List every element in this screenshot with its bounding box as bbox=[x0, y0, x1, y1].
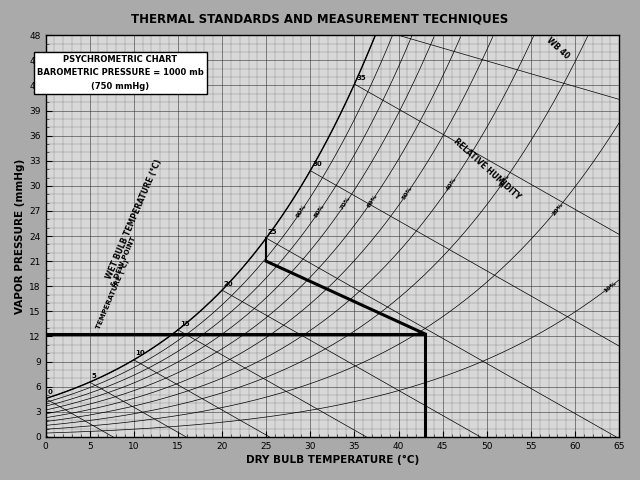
Text: WB 40: WB 40 bbox=[545, 36, 571, 60]
Text: 90%: 90% bbox=[296, 203, 308, 218]
Text: THERMAL STANDARDS AND MEASUREMENT TECHNIQUES: THERMAL STANDARDS AND MEASUREMENT TECHNI… bbox=[131, 12, 509, 25]
Text: 25: 25 bbox=[268, 229, 278, 235]
Text: 20%: 20% bbox=[551, 202, 564, 216]
Text: 15: 15 bbox=[180, 321, 189, 326]
Text: 50%: 50% bbox=[401, 185, 413, 201]
Text: 20: 20 bbox=[224, 281, 234, 287]
Text: 60%: 60% bbox=[366, 193, 378, 208]
Text: 70%: 70% bbox=[339, 195, 352, 211]
Y-axis label: VAPOR PRESSURE (mmHg): VAPOR PRESSURE (mmHg) bbox=[15, 158, 25, 314]
Text: PSYCHROMETRIC CHART
BAROMETRIC PRESSURE = 1000 mb
(750 mmHg): PSYCHROMETRIC CHART BAROMETRIC PRESSURE … bbox=[37, 55, 204, 91]
Text: 5: 5 bbox=[92, 373, 96, 379]
X-axis label: DRY BULB TEMPERATURE (°C): DRY BULB TEMPERATURE (°C) bbox=[246, 455, 419, 465]
Text: 10%: 10% bbox=[603, 280, 618, 293]
Text: 30%: 30% bbox=[499, 173, 511, 188]
Text: 35: 35 bbox=[356, 75, 366, 81]
Text: 10: 10 bbox=[136, 350, 145, 357]
Text: 80%: 80% bbox=[313, 204, 325, 219]
Text: & DEW POINT: & DEW POINT bbox=[110, 235, 136, 287]
Text: 30: 30 bbox=[312, 161, 322, 168]
Text: WET BULB TEMPERATURE (°C): WET BULB TEMPERATURE (°C) bbox=[104, 158, 163, 280]
Text: 0: 0 bbox=[47, 389, 52, 395]
Text: TEMPERATURE (°C): TEMPERATURE (°C) bbox=[95, 259, 131, 330]
Text: RELATIVE HUMIDITY: RELATIVE HUMIDITY bbox=[452, 137, 522, 202]
Text: 40%: 40% bbox=[445, 176, 458, 192]
